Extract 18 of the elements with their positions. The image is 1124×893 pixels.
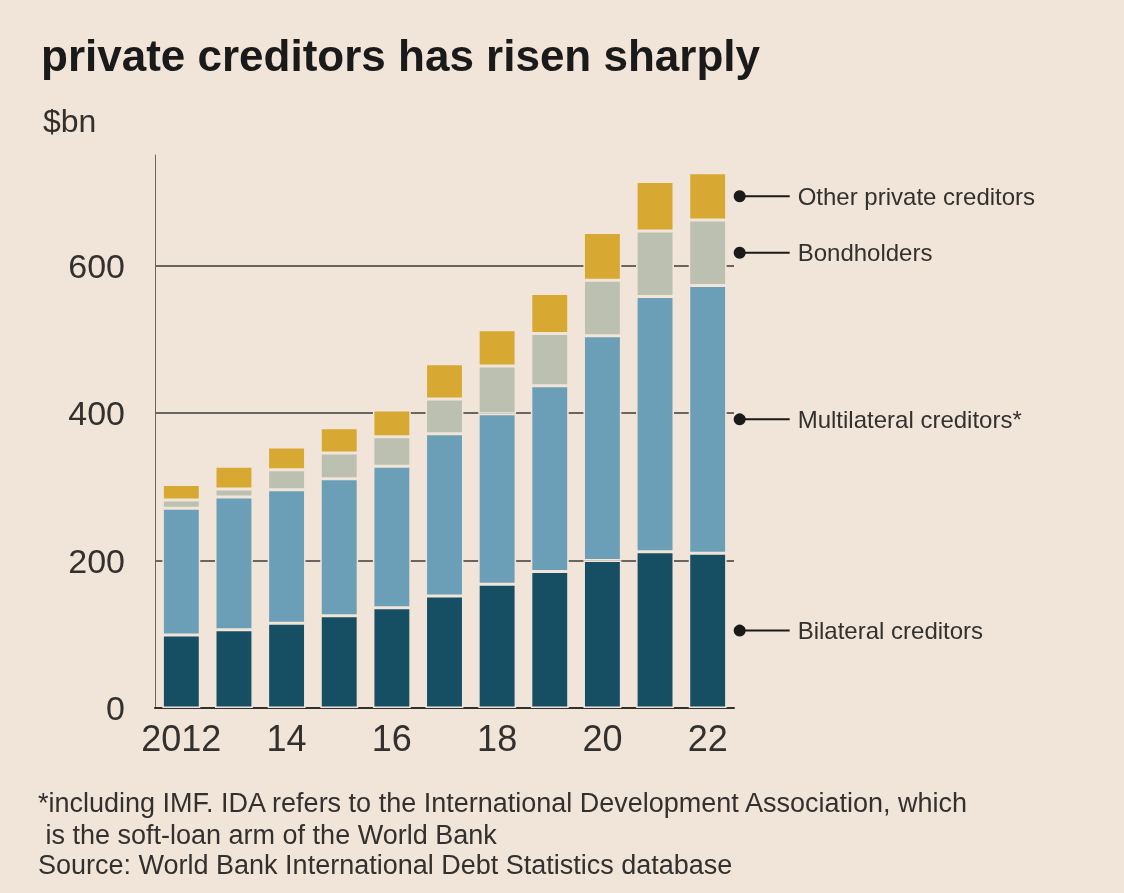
x-tick-label: 16 — [371, 717, 412, 759]
text: Multilateral creditors* — [797, 405, 1022, 433]
text: Bondholders — [797, 239, 933, 267]
x-tick-label: 20 — [582, 717, 623, 759]
y-tick-label: 200 — [68, 541, 125, 580]
x-tick-label: 2012 — [141, 717, 222, 759]
source-note: Source: World Bank International Debt Statistics database — [38, 850, 733, 880]
x-tick-label: 18 — [477, 717, 518, 759]
text: Other private creditors — [797, 182, 1036, 210]
y-tick-label: 400 — [68, 394, 125, 433]
y-tick-label: 600 — [68, 246, 125, 285]
y-tick-label: 0 — [106, 689, 125, 727]
chart-title: private creditors has risen sharply — [41, 30, 761, 80]
text: *including IMF. IDA refers to the International Development Association, which is the soft-loan arm of the World Bank — [38, 788, 967, 850]
text: Bilateral creditors — [797, 617, 984, 645]
x-tick-label: 14 — [266, 717, 307, 759]
y-axis-title: $bn — [43, 103, 97, 139]
x-tick-label: 22 — [687, 717, 728, 759]
